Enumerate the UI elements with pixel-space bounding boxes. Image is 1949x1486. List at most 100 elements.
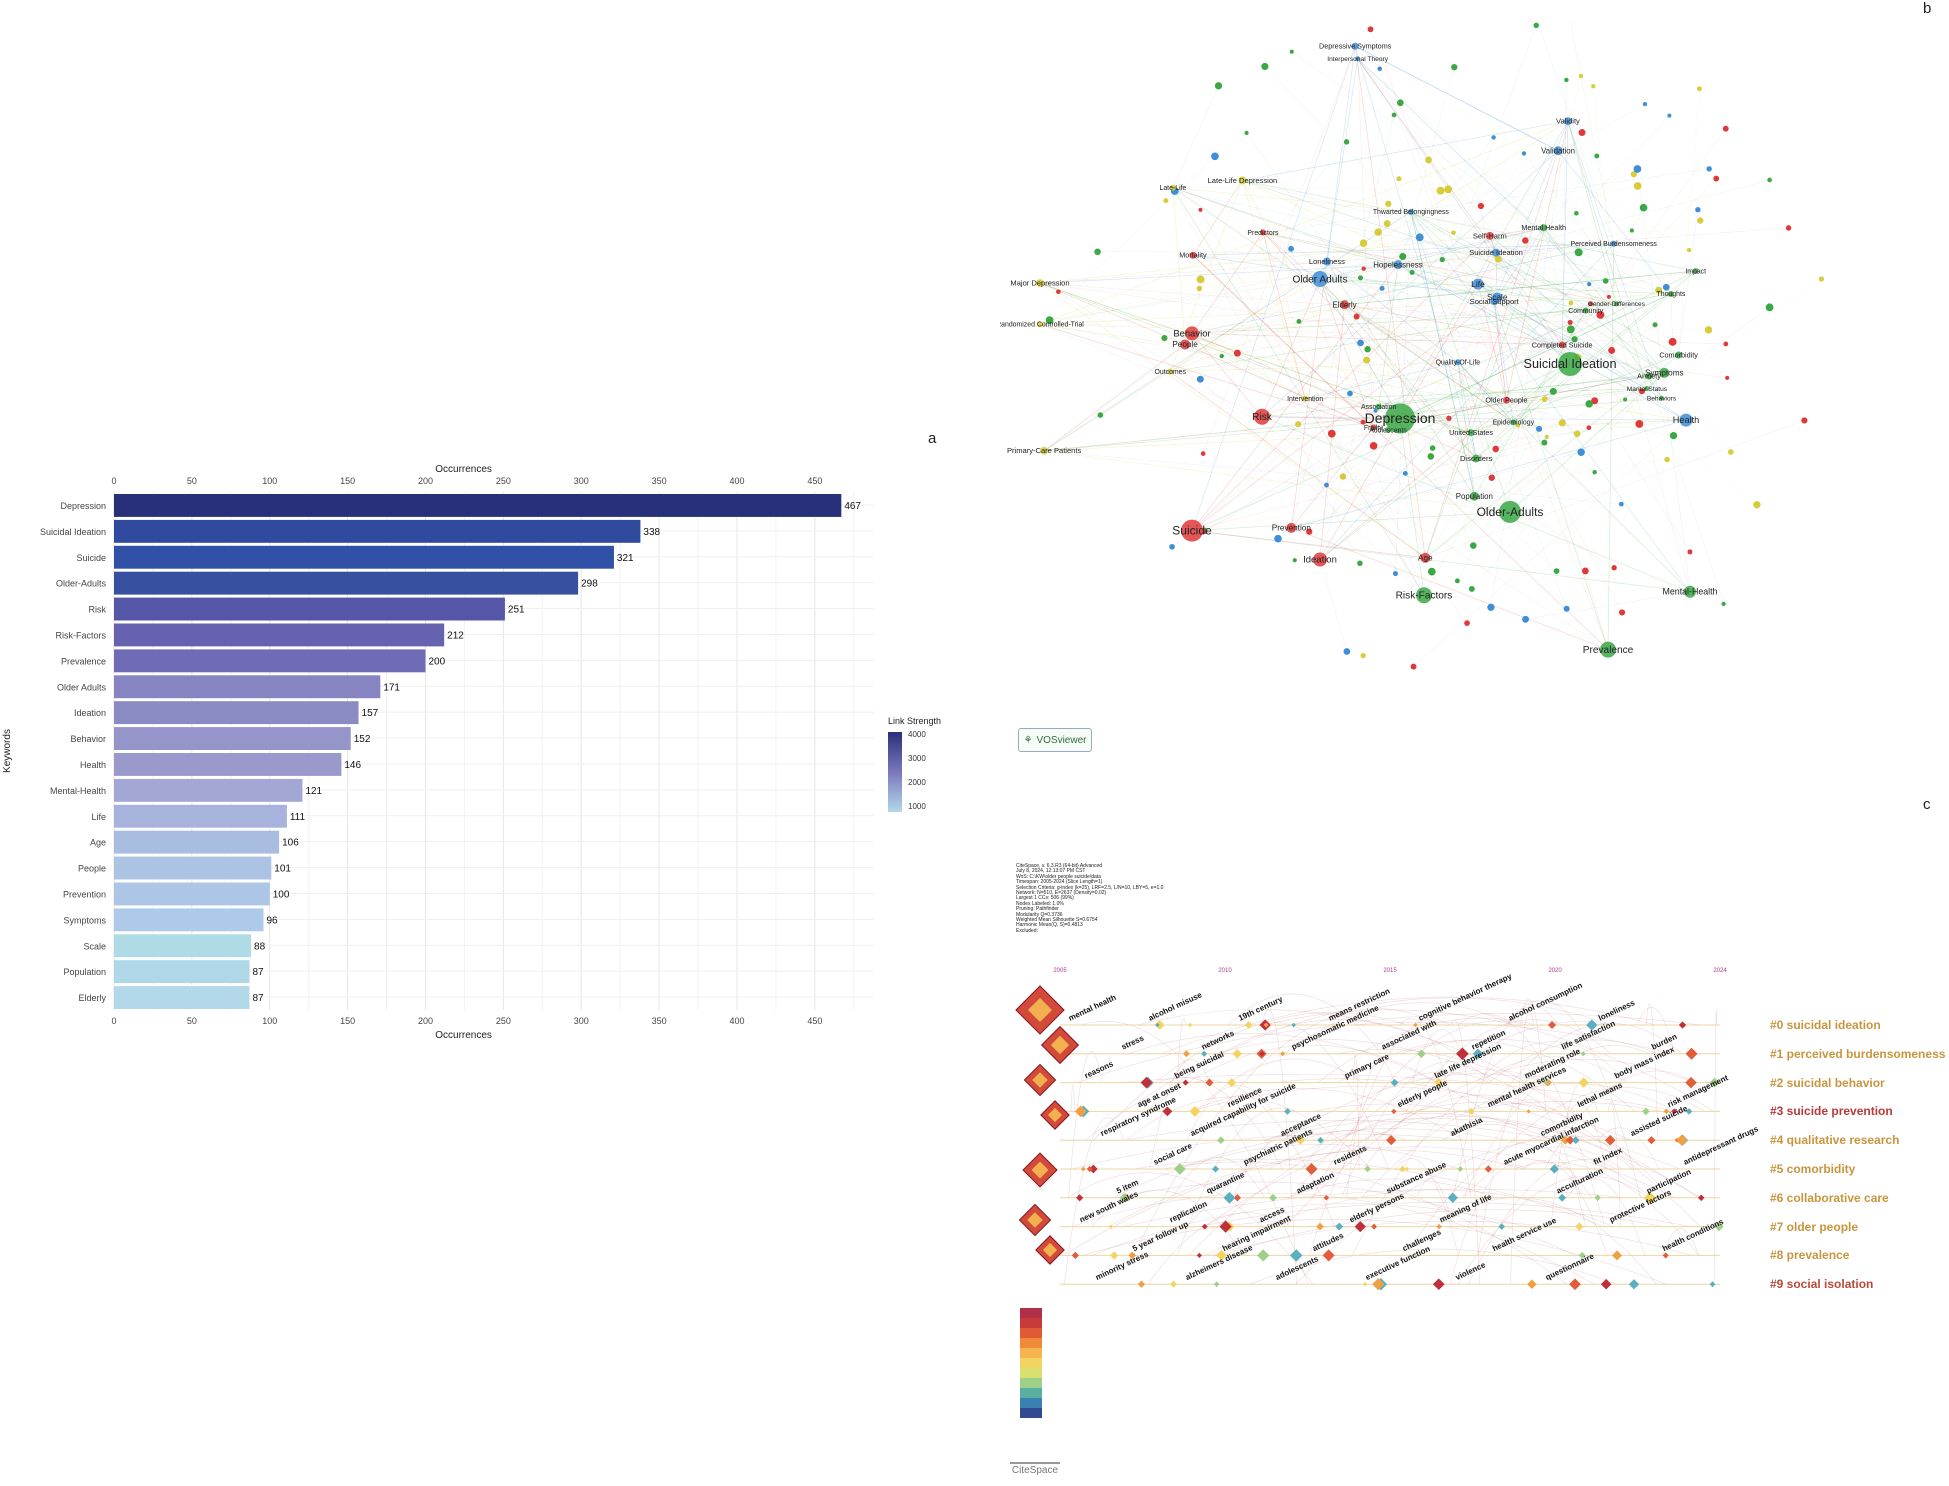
network-link [1242, 180, 1667, 288]
network-link [1475, 293, 1672, 459]
data-label: 338 [643, 527, 660, 538]
citespace-info-line: Largest 1 CCs: 506 (99%) [1016, 895, 1074, 902]
timeline-node [1580, 1051, 1586, 1057]
legend-tick: 2000 [908, 778, 926, 787]
network-link [1410, 211, 1475, 497]
network-link [1355, 45, 1559, 152]
network-link [1363, 243, 1426, 558]
y-tick-label: Risk-Factors [55, 630, 106, 640]
timeline-node [1317, 1136, 1324, 1144]
network-node [1313, 552, 1327, 567]
network-link [1291, 51, 1544, 228]
network-node [1259, 229, 1266, 236]
network-link [1298, 310, 1586, 322]
network-link [1477, 283, 1687, 421]
network-minor-node [1725, 375, 1730, 380]
network-link [1172, 187, 1571, 330]
bar [114, 571, 579, 595]
timeline-arc [1513, 1162, 1699, 1256]
network-link [1242, 180, 1617, 305]
network-minor-node [1244, 130, 1249, 135]
cluster-label: #4 qualitative research [1770, 1133, 1900, 1148]
network-node-label: Age [1418, 554, 1433, 563]
year-color-swatch [1020, 1368, 1042, 1378]
network-link [1170, 371, 1426, 559]
network-link [1039, 282, 1186, 345]
network-minor-node [1339, 473, 1347, 480]
network-minor-node [1633, 182, 1642, 190]
network-link [1425, 227, 1545, 558]
network-link [1044, 419, 1687, 452]
network-link [1326, 58, 1358, 262]
network-minor-node [1568, 300, 1574, 306]
network-link [1493, 301, 1507, 401]
network-link [1493, 301, 1609, 650]
network-link [1432, 419, 1687, 449]
network-link [1362, 595, 1425, 656]
x-tick-bottom: 250 [496, 1016, 511, 1026]
network-minor-node [1427, 567, 1436, 576]
network-link [1489, 235, 1659, 291]
network-link [1191, 333, 1306, 399]
network-minor-node [1391, 112, 1397, 118]
timeline-arc [1077, 1022, 1672, 1083]
network-node-label: Interpersonal Theory [1327, 56, 1388, 63]
timeline-arc [1204, 1101, 1662, 1227]
network-link [1397, 264, 1687, 421]
network-minor-node [1347, 390, 1353, 397]
timeline-arc [1346, 1060, 1395, 1198]
network-node-label: Scale [1487, 293, 1508, 302]
network-minor-node [1573, 430, 1581, 438]
network-link [1261, 416, 1691, 593]
network-link [1373, 115, 1670, 428]
network-link [1319, 259, 1443, 280]
timeline-arc [1262, 1022, 1389, 1170]
network-link [1425, 354, 1679, 559]
network-link [1448, 417, 1472, 433]
network-link [1262, 232, 1595, 401]
citespace-info-line: Weighted Mean Silhouette S=0.6754 [1016, 917, 1098, 924]
network-link [1607, 243, 1615, 650]
network-minor-node [1369, 442, 1378, 450]
data-label: 200 [428, 656, 445, 667]
timeline-arc [1489, 1023, 1683, 1112]
network-minor-node [1396, 176, 1402, 182]
timeline-arc [1186, 1130, 1407, 1227]
timeline-node [1354, 1220, 1366, 1233]
network-minor-node [1399, 252, 1407, 261]
timeline-arc [1361, 1083, 1676, 1199]
network-link [1344, 213, 1577, 305]
timeline-arc [1172, 1157, 1265, 1198]
timeline-arc [1196, 1058, 1363, 1112]
citespace-info-line: Harmonic Mean(Q, S)=0.4813 [1016, 922, 1083, 929]
timeline-arc [1457, 1175, 1649, 1285]
timeline-node [1182, 1079, 1189, 1086]
network-link [1262, 232, 1586, 311]
network-link [1192, 255, 1374, 428]
timeline-burst-core [1027, 1212, 1043, 1228]
citespace-info-line: Network: N=510, E=2637 (Density=0.02) [1016, 890, 1107, 897]
network-link [1191, 363, 1571, 531]
timeline-node [1257, 1249, 1270, 1262]
citespace-info-line: WoS: C:\KW\older people suicide\data [1016, 873, 1101, 880]
network-node-label: Community [1568, 308, 1603, 315]
network-node [1416, 587, 1432, 604]
network-minor-node [1454, 578, 1460, 584]
network-link [1039, 282, 1728, 379]
timeline-arc [1326, 1013, 1701, 1026]
network-link [1039, 264, 1398, 284]
timeline-arc [1452, 1005, 1559, 1198]
timeline-node [1259, 1051, 1265, 1057]
network-minor-node [1409, 269, 1415, 275]
timeline-arc [1070, 1084, 1075, 1112]
network-link [1185, 344, 1578, 358]
timeline-node [1472, 1048, 1484, 1059]
network-minor-node [1594, 153, 1600, 159]
network-node-label: Ideation [1303, 555, 1337, 566]
network-node [1181, 519, 1203, 542]
network-minor-node [1695, 206, 1701, 213]
network-node [1454, 359, 1461, 366]
timeline-year: 2005 [1053, 968, 1067, 974]
timeline-arc [1405, 1019, 1612, 1112]
timeline-arc [1228, 993, 1381, 1054]
